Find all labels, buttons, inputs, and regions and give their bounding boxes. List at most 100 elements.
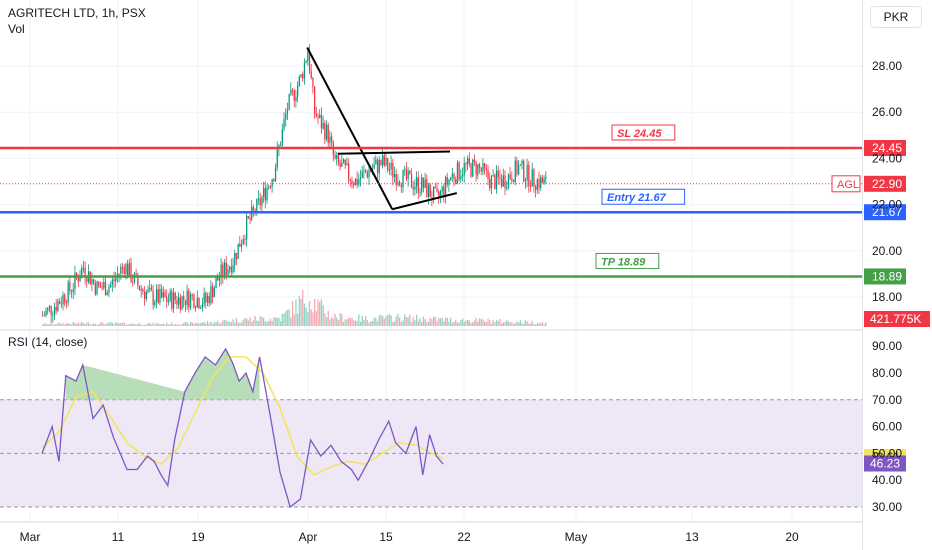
- candle-body: [45, 310, 47, 316]
- volume-bar: [242, 319, 244, 326]
- volume-bar: [416, 314, 418, 326]
- candle-body: [273, 179, 275, 182]
- candle-body: [354, 179, 357, 186]
- candle-body: [339, 162, 341, 167]
- candle-body: [317, 116, 319, 118]
- candle-body: [366, 172, 368, 178]
- candle-body: [167, 300, 170, 302]
- symbol-title[interactable]: AGRITECH LTD, 1h, PSX: [8, 6, 146, 20]
- volume-bar: [67, 323, 69, 326]
- rsi-line: [41, 347, 444, 509]
- volume-bar: [297, 313, 299, 326]
- last-price-badge: [864, 175, 906, 192]
- candle-body: [104, 282, 107, 296]
- candle-body: [213, 287, 215, 298]
- candle-body: [535, 186, 537, 191]
- volume-bar: [218, 323, 221, 326]
- candle-body: [259, 198, 261, 206]
- volume-bar: [308, 300, 311, 326]
- x-tick-label: 15: [379, 530, 393, 544]
- volume-bar: [354, 320, 357, 326]
- volume-label[interactable]: Vol: [8, 22, 25, 36]
- volume-bar: [43, 323, 45, 326]
- candle-body: [348, 163, 350, 179]
- tp-label-box: [595, 252, 660, 269]
- volume-bar: [536, 323, 538, 326]
- candle-body: [456, 162, 459, 184]
- volume-bar: [53, 324, 56, 326]
- volume-bar: [390, 315, 392, 326]
- trendline: [391, 192, 458, 211]
- volume-bar: [359, 321, 362, 326]
- volume-bar: [108, 322, 110, 326]
- candle-body: [237, 243, 239, 259]
- trendline: [337, 150, 451, 155]
- candle-body: [392, 162, 394, 178]
- volume-bar: [317, 299, 319, 326]
- candle-body: [81, 268, 83, 278]
- volume-bar: [271, 320, 273, 326]
- candle-body: [159, 288, 161, 303]
- candle-body: [499, 177, 501, 179]
- candle-body: [188, 290, 190, 308]
- candle-body: [290, 90, 292, 94]
- candle-body: [52, 314, 54, 316]
- candle-body: [434, 186, 436, 189]
- volume-bar: [540, 323, 542, 326]
- volume-bar: [86, 322, 88, 326]
- entry-label-box: [601, 188, 686, 205]
- volume-bar: [507, 321, 510, 326]
- volume-bar: [229, 322, 231, 326]
- candle-body: [465, 163, 467, 165]
- candle-body: [198, 298, 200, 309]
- volume-bar: [76, 323, 78, 326]
- candle-body: [79, 277, 81, 282]
- candle-body: [484, 163, 486, 169]
- volume-bar: [478, 318, 481, 326]
- candle-body: [128, 262, 130, 277]
- candle-body: [387, 157, 389, 171]
- candle-body: [201, 304, 204, 308]
- volume-bar: [93, 323, 95, 326]
- volume-bar: [249, 317, 251, 326]
- candle-body: [91, 279, 93, 285]
- volume-bar: [205, 323, 207, 326]
- candle-body: [475, 162, 477, 176]
- candle-body: [161, 288, 163, 298]
- volume-bar: [535, 324, 537, 326]
- candle-body: [256, 198, 258, 214]
- rsi-overbought-fill: [65, 348, 260, 400]
- volume-bar: [208, 323, 210, 326]
- volume-bar: [419, 318, 421, 326]
- candle-body: [84, 267, 86, 278]
- rsi-title[interactable]: RSI (14, close): [8, 335, 88, 349]
- volume-bar: [468, 320, 470, 326]
- volume-bar: [263, 317, 265, 326]
- candle-body: [281, 128, 283, 146]
- candle-body: [240, 244, 243, 247]
- candle-body: [523, 160, 525, 182]
- entry-axis-badge: [864, 204, 906, 221]
- candle-body: [511, 178, 513, 181]
- rsi-tick-label: 70.00: [872, 393, 902, 407]
- candle-body: [111, 279, 113, 285]
- symbol-badge: [831, 175, 861, 193]
- currency-button[interactable]: PKR: [870, 6, 922, 28]
- volume-bar: [133, 323, 136, 326]
- candle-body: [451, 173, 453, 178]
- candle-body: [472, 159, 474, 177]
- volume-bar: [450, 317, 452, 326]
- volume-bar: [206, 321, 209, 326]
- volume-bar: [319, 301, 321, 326]
- candle-body: [178, 297, 180, 305]
- volume-bar: [269, 318, 272, 326]
- candle-body: [121, 266, 124, 268]
- candle-body: [455, 179, 457, 184]
- volume-bar: [268, 321, 270, 326]
- volume-bar: [490, 323, 493, 326]
- candle-body: [113, 279, 115, 282]
- volume-bar: [212, 323, 214, 326]
- candle-body: [274, 167, 277, 182]
- candle-body: [50, 306, 52, 315]
